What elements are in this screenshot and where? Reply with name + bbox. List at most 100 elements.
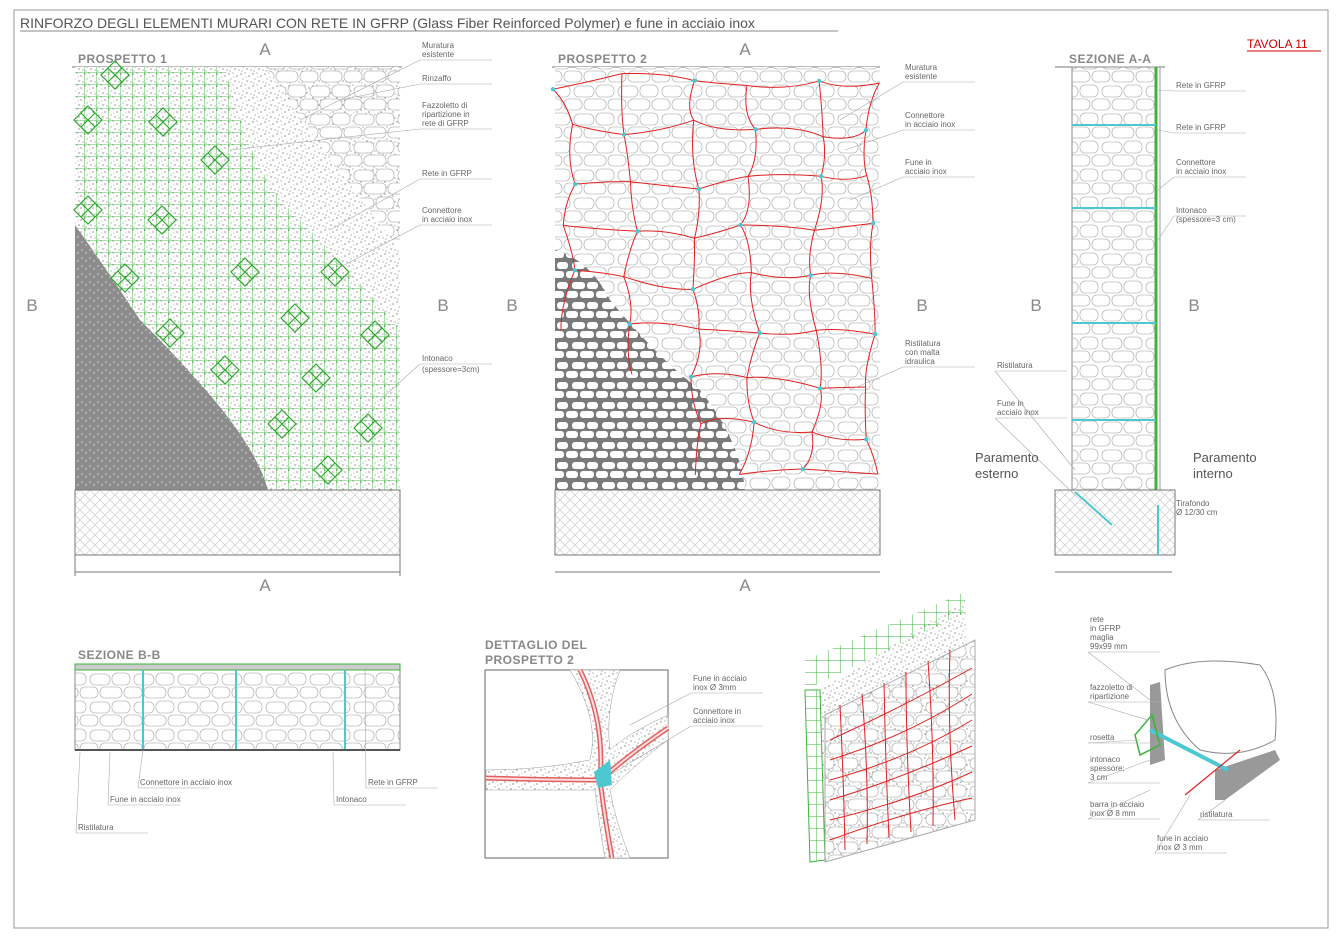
callout-text: (spessore=3 cm) [1176,215,1236,224]
section-mark: B [26,296,37,315]
steel-rope [739,468,803,475]
steel-rope [747,174,822,177]
gfrp-patch [353,413,383,443]
gfrp-patch [73,195,103,225]
steel-rope [746,332,761,378]
steel-rope [746,376,821,389]
iso-bar [1149,728,1229,772]
leader-line [137,749,144,789]
gfrp-patch [267,409,297,439]
callout-text: Rinzaffo [422,74,452,83]
steel-rope [816,328,876,335]
connector [627,321,632,327]
steel-rope [747,129,757,177]
connector [800,466,806,472]
connector [635,229,640,234]
steel-rope [829,719,973,781]
steel-rope [948,649,956,821]
callout-text: Connettore [905,111,945,120]
leader-line [844,129,904,151]
section-title: DETTAGLIO DEL [485,638,587,652]
side-label: Paramento [975,450,1039,465]
iso-net [805,592,965,690]
callout-text: Fune in acciaio [693,674,747,683]
steel-rope [815,330,822,389]
steel-rope [810,272,872,279]
callout-text: Fune in acciaio inox [110,795,181,804]
callout-text: Connettore [1176,158,1216,167]
connector [692,78,697,83]
connector [572,268,578,273]
steel-rope [829,771,973,821]
steel-rope [861,693,868,845]
steel-rope [623,231,638,277]
gfrp-patch [200,145,230,175]
section-title: SEZIONE B-B [78,648,161,662]
connector [751,419,757,425]
steel-rope [820,386,866,389]
section-mark: B [916,296,927,315]
callout-text: in GFRP [1090,624,1121,633]
steel-rope [755,127,824,138]
gfrp-patch [301,363,331,393]
steel-rope [694,224,741,239]
callout-text: barra in acciaio [1090,800,1145,809]
leader-line [1157,176,1175,191]
leader-line [1087,701,1149,721]
steel-rope [563,224,638,232]
wall-section [1071,66,1157,491]
callout-text: Intonaco [336,795,367,804]
steel-rope [623,119,694,136]
sheet-number: TAVOLA 11 [1247,37,1308,51]
callout-text: ripartizione [1090,692,1130,701]
section-mark: A [739,40,751,59]
leader-line [229,128,421,151]
callout-text: esistente [905,72,938,81]
steel-rope [690,376,702,425]
steel-rope [623,276,693,290]
connector [696,186,702,192]
steel-rope [753,421,813,433]
iso-rosetta [1134,713,1161,757]
gfrp-patch [210,355,240,385]
callout-text: Intonaco [1176,206,1207,215]
steel-rope [865,82,880,131]
steel-rope [809,230,815,276]
callout-text: Fazzoletto di [422,101,468,110]
callout-text: esistente [422,50,455,59]
steel-rope [698,175,749,190]
section-mark: A [259,576,271,595]
section-title: PROSPETTO 1 [78,52,167,66]
leader-line [839,81,904,121]
steel-rope [866,175,874,224]
connector [738,222,743,228]
steel-rope [802,468,878,475]
callout-text: Tirafondo [1176,499,1210,508]
steel-rope [818,80,880,87]
callout-text: rosetta [1090,733,1115,742]
section-mark: A [259,40,271,59]
gfrp-patch [280,303,310,333]
steel-rope [621,73,625,135]
section-mark: B [437,296,448,315]
steel-rope [623,276,632,325]
steel-rope [575,181,631,185]
leader-line [339,83,421,101]
steel-rope [746,377,755,423]
leader-line [994,417,1076,496]
iso-plaster-strip [1150,682,1165,765]
steel-rope [813,176,823,231]
callout-text: Ø 12/30 cm [1176,508,1218,517]
steel-rope [692,120,700,190]
steel-rope [740,224,815,231]
leader-line [364,667,367,789]
steel-rope [694,80,747,87]
connector [753,127,758,132]
steel-rope [562,183,576,226]
callout-text: Connettore in [693,707,741,716]
callout-text: idraulica [905,357,935,366]
foundation [1054,489,1176,556]
steel-rope [811,388,822,433]
steel-rope [693,119,756,131]
steel-rope [814,222,874,231]
